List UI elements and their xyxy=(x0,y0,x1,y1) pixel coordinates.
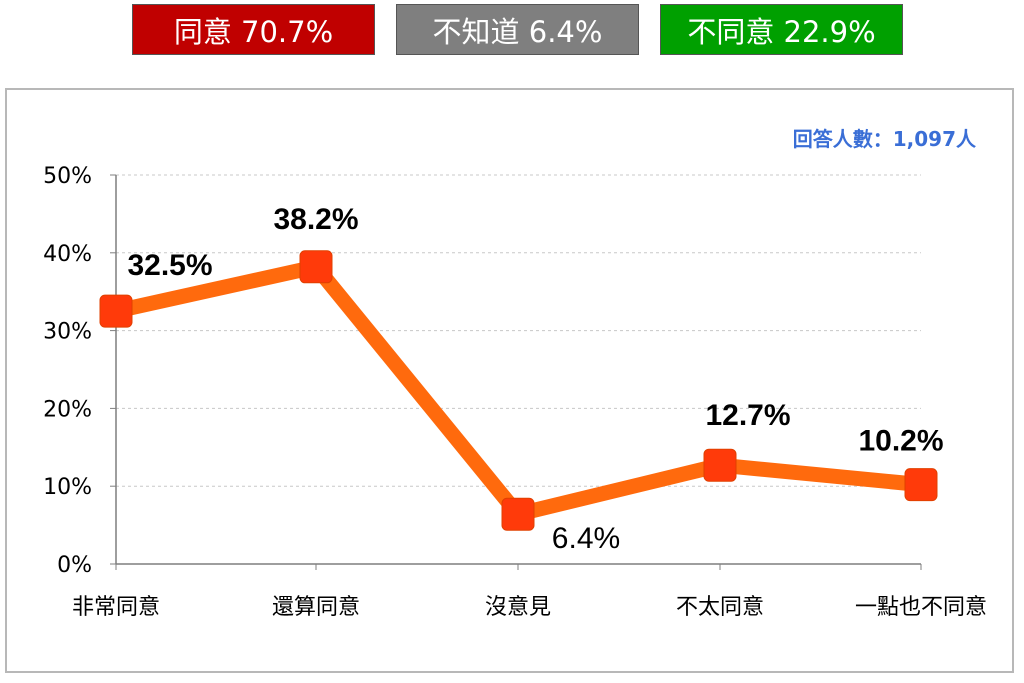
x-tick-label: 還算同意 xyxy=(272,595,360,620)
x-tick-label: 非常同意 xyxy=(72,595,160,620)
y-tick-label: 0% xyxy=(57,553,92,578)
x-tick-label: 一點也不同意 xyxy=(855,595,987,620)
x-tick-label: 沒意見 xyxy=(485,595,551,620)
y-tick-label: 50% xyxy=(43,164,92,189)
data-label: 38.2% xyxy=(273,203,358,236)
y-tick-label: 30% xyxy=(43,320,92,345)
x-tick-label: 不太同意 xyxy=(676,595,764,620)
data-point-marker xyxy=(501,497,535,531)
data-label: 10.2% xyxy=(858,425,943,458)
chart-frame xyxy=(5,88,1014,673)
data-point-marker xyxy=(703,448,737,482)
disagree-summary-badge: 不同意 22.9% xyxy=(660,4,903,55)
y-tick-label: 40% xyxy=(43,242,92,267)
respondent-count-note: 回答人數：1,097人 xyxy=(792,127,976,151)
agree-summary-badge: 同意 70.7% xyxy=(132,4,375,55)
y-tick-label: 10% xyxy=(43,475,92,500)
y-tick-label: 20% xyxy=(43,397,92,422)
data-point-marker xyxy=(904,468,938,502)
data-point-marker xyxy=(299,250,333,284)
series-line xyxy=(108,259,929,522)
data-label: 32.5% xyxy=(127,249,212,282)
unknown-summary-badge: 不知道 6.4% xyxy=(396,4,639,55)
data-label: 12.7% xyxy=(705,399,790,432)
data-label: 6.4% xyxy=(552,522,620,555)
data-point-marker xyxy=(99,294,133,328)
